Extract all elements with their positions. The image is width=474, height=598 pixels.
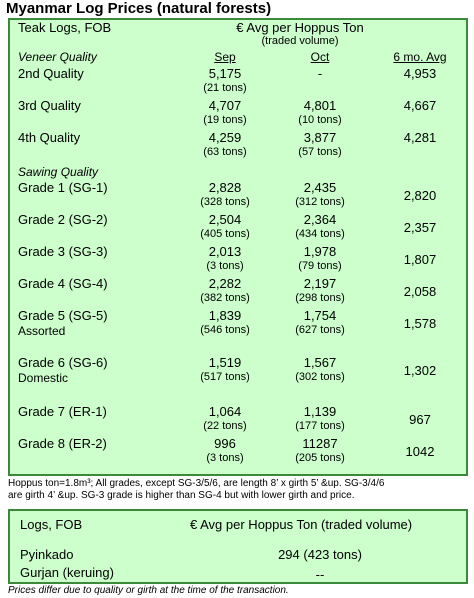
grade-label: Grade 8 (ER-2) — [18, 436, 107, 451]
sep-volume: (3 tons) — [206, 452, 244, 464]
sep-price: 4,707 — [208, 98, 242, 113]
grade-label: Grade 6 (SG-6) — [18, 355, 108, 370]
oct-price: 1,978 — [303, 244, 337, 259]
column-oct: Oct — [310, 50, 330, 64]
six-month-avg: 4,667 — [403, 98, 437, 113]
grade-sublabel: Domestic — [18, 371, 69, 385]
logs-row-value: 294 (423 tons) — [278, 547, 362, 562]
oct-volume: (298 tons) — [295, 292, 345, 304]
oct-volume: (627 tons) — [295, 324, 345, 336]
grade-label: Grade 1 (SG-1) — [18, 180, 108, 195]
teak-logs-label: Teak Logs, FOB — [18, 20, 112, 35]
grade-label: 2nd Quality — [18, 66, 84, 81]
sep-volume: (19 tons) — [203, 114, 247, 126]
sep-price: 2,504 — [208, 212, 242, 227]
oct-volume: (205 tons) — [295, 452, 345, 464]
sep-volume: (3 tons) — [206, 260, 244, 272]
sep-volume: (22 tons) — [203, 420, 247, 432]
six-month-avg: 1,807 — [403, 252, 437, 267]
grade-label: Grade 4 (SG-4) — [18, 276, 108, 291]
sep-price: 996 — [214, 436, 236, 451]
oct-price: 1,139 — [303, 404, 337, 419]
currency-heading: € Avg per Hoppus Ton — [236, 20, 364, 35]
traded-volume-note: (traded volume) — [261, 35, 339, 47]
grade-label: 4th Quality — [18, 130, 81, 145]
logs-row-name: Gurjan (keruing) — [20, 565, 114, 580]
sep-volume: (21 tons) — [203, 82, 247, 94]
logs-heading: € Avg per Hoppus Ton (traded volume) — [190, 517, 413, 532]
six-month-avg: 2,058 — [403, 284, 437, 299]
sep-price: 5,175 — [208, 66, 242, 81]
sep-price: 2,013 — [208, 244, 242, 259]
oct-price: 4,801 — [303, 98, 337, 113]
price-note: Prices differ due to quality or girth at… — [8, 585, 289, 596]
hoppus-footnote: Hoppus ton=1.8m³; All grades, except SG-… — [8, 478, 470, 502]
footnote-line-1: Hoppus ton=1.8m³; All grades, except SG-… — [8, 478, 385, 489]
sep-volume: (546 tons) — [200, 324, 250, 336]
logs-row-name: Pyinkado — [20, 547, 74, 562]
column-6mo-avg: 6 mo. Avg — [393, 50, 447, 64]
logs-fob-table: Logs, FOB € Avg per Hoppus Ton (traded v… — [8, 509, 468, 584]
sep-volume: (382 tons) — [200, 292, 250, 304]
oct-price: 11287 — [302, 436, 338, 451]
sep-price: 4,259 — [208, 130, 242, 145]
oct-volume: (434 tons) — [295, 228, 345, 240]
grade-sublabel: Assorted — [18, 324, 66, 338]
teak-price-table — [8, 18, 468, 476]
column-sep: Sep — [214, 50, 236, 64]
oct-price: 1,567 — [303, 355, 337, 370]
sep-volume: (63 tons) — [203, 146, 247, 158]
oct-volume: (10 tons) — [298, 114, 342, 126]
six-month-avg: 4,281 — [403, 130, 437, 145]
footnote-line-2: are girth 4’ &up. SG-3 grade is higher t… — [8, 490, 355, 501]
veneer-quality-heading: Veneer Quality — [18, 50, 97, 64]
six-month-avg: 967 — [409, 412, 431, 427]
sep-price: 2,828 — [208, 180, 242, 195]
six-month-avg: 1042 — [405, 444, 435, 459]
oct-volume: (302 tons) — [295, 371, 345, 383]
six-month-avg: 4,953 — [403, 66, 437, 81]
oct-volume: (79 tons) — [298, 260, 342, 272]
sep-price: 1,519 — [208, 355, 242, 370]
grade-label: 3rd Quality — [18, 98, 81, 113]
logs-row-value: -- — [315, 567, 325, 582]
oct-price: 1,754 — [303, 308, 337, 323]
oct-price: 2,197 — [303, 276, 337, 291]
grade-label: Grade 2 (SG-2) — [18, 212, 108, 227]
page-title: Myanmar Log Prices (natural forests) — [6, 0, 272, 17]
oct-price: 2,435 — [303, 180, 337, 195]
sep-price: 1,839 — [208, 308, 242, 323]
oct-volume: (57 tons) — [298, 146, 342, 158]
six-month-avg: 1,578 — [403, 316, 437, 331]
sep-price: 2,282 — [208, 276, 242, 291]
oct-price: - — [317, 66, 323, 81]
sep-volume: (517 tons) — [200, 371, 250, 383]
sep-volume: (405 tons) — [200, 228, 250, 240]
oct-volume: (312 tons) — [295, 196, 345, 208]
sep-price: 1,064 — [208, 404, 242, 419]
oct-price: 2,364 — [303, 212, 337, 227]
grade-label: Grade 3 (SG-3) — [18, 244, 108, 259]
oct-price: 3,877 — [303, 130, 337, 145]
sawing-quality-heading: Sawing Quality — [18, 165, 99, 179]
six-month-avg: 2,357 — [403, 220, 437, 235]
sep-volume: (328 tons) — [200, 196, 250, 208]
grade-label: Grade 5 (SG-5) — [18, 308, 108, 323]
six-month-avg: 2,820 — [403, 188, 437, 203]
grade-label: Grade 7 (ER-1) — [18, 404, 107, 419]
six-month-avg: 1,302 — [403, 363, 437, 378]
logs-label: Logs, FOB — [20, 517, 83, 532]
oct-volume: (177 tons) — [295, 420, 345, 432]
